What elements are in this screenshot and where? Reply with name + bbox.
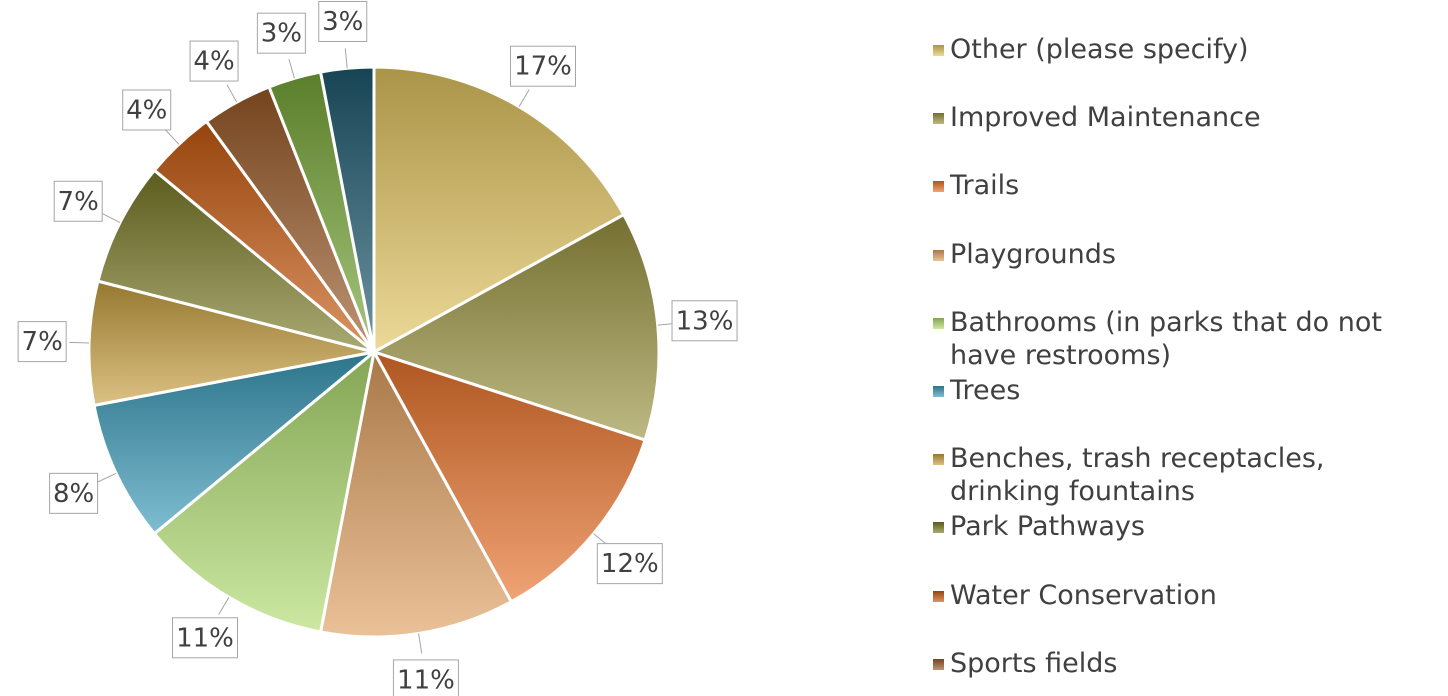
legend-swatch: [933, 386, 944, 397]
data-label-box: [671, 300, 738, 342]
legend-label: Other (please specify): [950, 34, 1249, 65]
data-label-box: [49, 472, 99, 514]
legend-swatch: [933, 181, 944, 193]
legend-label: Trees: [950, 375, 1021, 406]
pie-slice: [372, 65, 626, 355]
legend-item: Sports fields: [933, 647, 1413, 680]
legend-item: Water Conservation: [933, 579, 1413, 612]
data-label: 8%: [53, 479, 94, 509]
legend-swatch: [933, 317, 944, 329]
pie-slice: [370, 212, 661, 442]
data-label: 3%: [322, 7, 363, 37]
legend-item: Trees: [933, 374, 1413, 407]
legend-swatch: [933, 590, 944, 602]
pie-slice: [92, 350, 375, 536]
data-label-box: [53, 180, 103, 222]
data-label: 7%: [22, 327, 63, 357]
leader-line: [97, 472, 117, 483]
leader-line: [164, 129, 180, 145]
legend-item: Playgrounds: [933, 238, 1413, 271]
legend-label: Bathrooms (in parks that do not have res…: [950, 306, 1382, 371]
data-label-box: [596, 543, 663, 585]
data-label: 11%: [176, 623, 234, 653]
pie-slice: [370, 349, 647, 604]
legend-item: Other (please specify): [933, 33, 1413, 66]
legend-item: Benches, trash receptacles, drinking fou…: [933, 442, 1413, 508]
data-label: 4%: [193, 47, 234, 77]
data-label: 13%: [676, 306, 734, 336]
data-label: 7%: [58, 187, 99, 217]
data-label: 4%: [126, 95, 167, 125]
pie-slice: [318, 347, 514, 639]
data-label-box: [17, 321, 67, 363]
legend-swatch: [933, 454, 944, 466]
chart: 17% 13% 12% 11% 11% 8% 7% 7% 4% 4% 3% 3%: [17, 0, 738, 696]
data-label-box: [122, 89, 172, 131]
legend-swatch: [933, 658, 944, 670]
legend-item: Improved Maintenance: [933, 101, 1413, 134]
pie-slice: [152, 348, 377, 634]
legend-label: Improved Maintenance: [950, 102, 1261, 134]
data-label: 12%: [601, 549, 659, 579]
legend-item: Park Pathways: [933, 510, 1413, 543]
legend-label: Sports fields: [950, 647, 1118, 679]
data-label-box: [510, 45, 577, 87]
data-label-box: [392, 659, 459, 696]
legend-swatch: [933, 113, 944, 125]
data-label: 17%: [514, 52, 572, 82]
data-label-box: [318, 0, 368, 42]
data-label: 3%: [261, 19, 302, 49]
leader-line: [418, 633, 423, 654]
leader-line: [226, 84, 238, 103]
legend-label: Playgrounds: [950, 238, 1116, 270]
legend-swatch: [933, 45, 944, 56]
pie-slice: [87, 279, 375, 408]
data-label-box: [256, 12, 306, 54]
leader-line: [288, 58, 295, 79]
leader-line: [218, 597, 230, 615]
legend-label: Trails: [950, 170, 1020, 202]
pie-slice: [96, 168, 375, 354]
legend-swatch: [933, 522, 944, 534]
legend-item: Trails: [933, 169, 1413, 202]
leader-line: [518, 89, 530, 107]
leader-line: [344, 48, 348, 69]
legend-label: Water Conservation: [950, 579, 1217, 611]
leader-line: [102, 213, 121, 224]
data-label-box: [189, 40, 239, 82]
data-label-box: [171, 617, 238, 659]
legend-swatch: [933, 249, 944, 261]
legend-label: Park Pathways: [950, 511, 1145, 543]
leader-line: [69, 341, 90, 344]
legend-item: Bathrooms (in parks that do not have res…: [933, 306, 1413, 372]
data-label: 11%: [397, 665, 455, 695]
legend-label: Benches, trash receptacles, drinking fou…: [950, 443, 1325, 508]
